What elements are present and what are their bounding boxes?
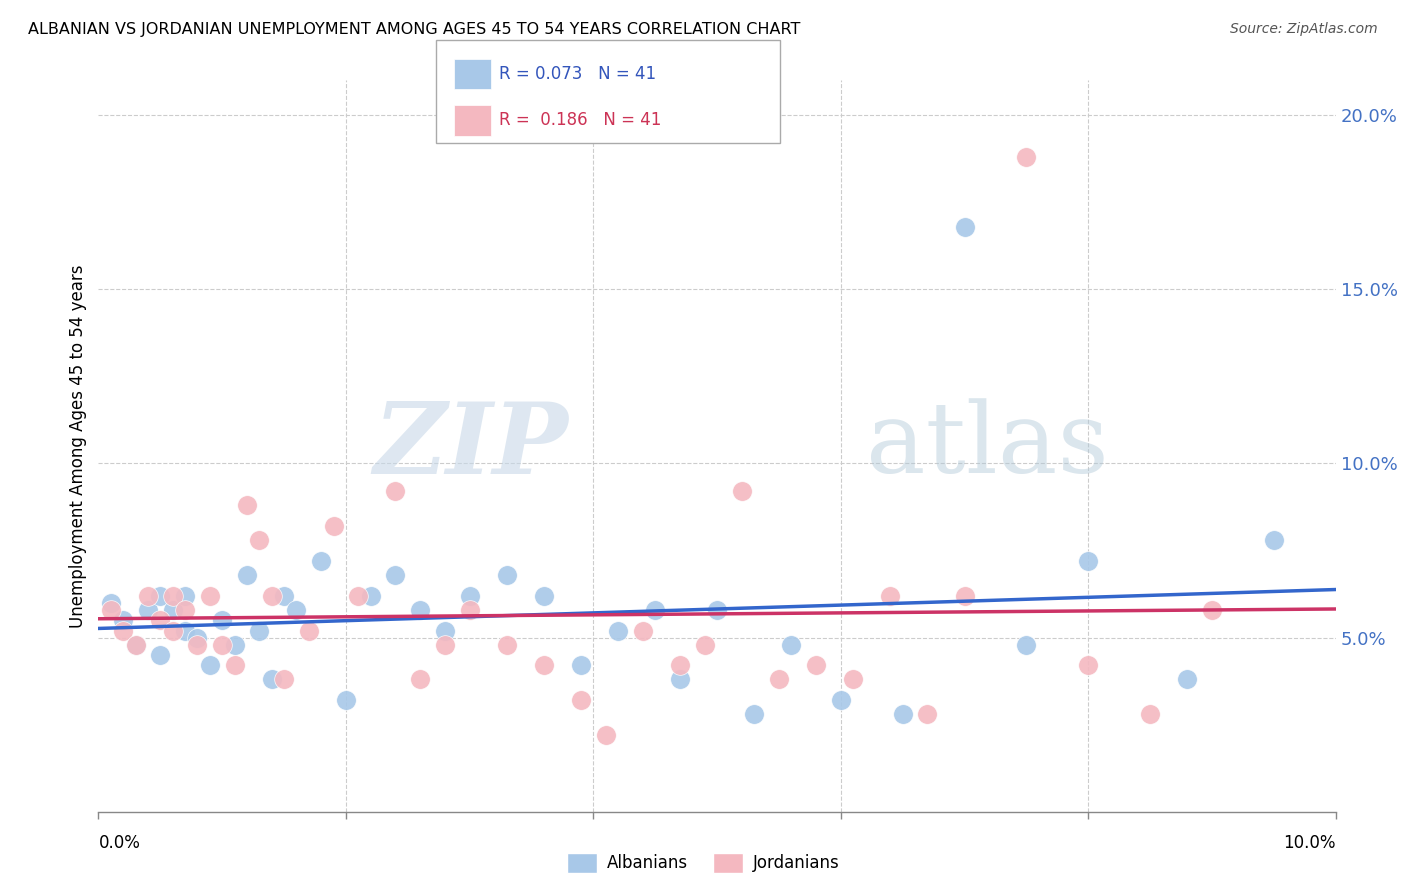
- Point: [569, 658, 592, 673]
- Text: 10.0%: 10.0%: [1284, 834, 1336, 852]
- Point: [495, 567, 517, 582]
- Point: [953, 219, 976, 234]
- Point: [693, 638, 716, 652]
- Point: [953, 589, 976, 603]
- Point: [360, 589, 382, 603]
- Legend: Albanians, Jordanians: Albanians, Jordanians: [560, 847, 846, 880]
- Point: [1015, 150, 1038, 164]
- Point: [224, 638, 246, 652]
- Text: R =  0.186   N = 41: R = 0.186 N = 41: [499, 112, 661, 129]
- Point: [409, 603, 432, 617]
- Point: [224, 658, 246, 673]
- Point: [607, 624, 630, 638]
- Point: [1077, 554, 1099, 568]
- Point: [198, 658, 221, 673]
- Point: [309, 554, 332, 568]
- Point: [149, 589, 172, 603]
- Point: [644, 603, 666, 617]
- Text: 0.0%: 0.0%: [98, 834, 141, 852]
- Point: [731, 484, 754, 499]
- Point: [285, 603, 308, 617]
- Point: [1015, 638, 1038, 652]
- Y-axis label: Unemployment Among Ages 45 to 54 years: Unemployment Among Ages 45 to 54 years: [69, 264, 87, 628]
- Point: [669, 658, 692, 673]
- Point: [569, 693, 592, 707]
- Point: [706, 603, 728, 617]
- Point: [236, 498, 259, 512]
- Point: [136, 589, 159, 603]
- Point: [1077, 658, 1099, 673]
- Point: [186, 631, 208, 645]
- Point: [433, 638, 456, 652]
- Point: [335, 693, 357, 707]
- Point: [433, 624, 456, 638]
- Point: [891, 707, 914, 722]
- Point: [533, 658, 555, 673]
- Point: [842, 673, 865, 687]
- Text: atlas: atlas: [866, 398, 1108, 494]
- Point: [495, 638, 517, 652]
- Text: ZIP: ZIP: [374, 398, 568, 494]
- Point: [830, 693, 852, 707]
- Point: [149, 613, 172, 627]
- Point: [1201, 603, 1223, 617]
- Point: [100, 596, 122, 610]
- Point: [211, 638, 233, 652]
- Point: [1175, 673, 1198, 687]
- Point: [174, 603, 197, 617]
- Point: [384, 484, 406, 499]
- Point: [149, 648, 172, 662]
- Point: [100, 603, 122, 617]
- Point: [298, 624, 321, 638]
- Point: [1263, 533, 1285, 547]
- Point: [162, 624, 184, 638]
- Point: [112, 613, 135, 627]
- Point: [247, 624, 270, 638]
- Point: [112, 624, 135, 638]
- Point: [533, 589, 555, 603]
- Point: [631, 624, 654, 638]
- Point: [136, 603, 159, 617]
- Point: [174, 589, 197, 603]
- Point: [162, 603, 184, 617]
- Point: [322, 519, 344, 533]
- Point: [260, 589, 283, 603]
- Point: [768, 673, 790, 687]
- Text: ALBANIAN VS JORDANIAN UNEMPLOYMENT AMONG AGES 45 TO 54 YEARS CORRELATION CHART: ALBANIAN VS JORDANIAN UNEMPLOYMENT AMONG…: [28, 22, 800, 37]
- Point: [742, 707, 765, 722]
- Point: [804, 658, 827, 673]
- Point: [174, 624, 197, 638]
- Point: [247, 533, 270, 547]
- Point: [124, 638, 146, 652]
- Point: [458, 589, 481, 603]
- Point: [273, 673, 295, 687]
- Point: [917, 707, 939, 722]
- Point: [1139, 707, 1161, 722]
- Point: [595, 728, 617, 742]
- Point: [879, 589, 901, 603]
- Point: [409, 673, 432, 687]
- Point: [124, 638, 146, 652]
- Point: [780, 638, 803, 652]
- Point: [198, 589, 221, 603]
- Point: [669, 673, 692, 687]
- Point: [260, 673, 283, 687]
- Point: [236, 567, 259, 582]
- Point: [347, 589, 370, 603]
- Point: [458, 603, 481, 617]
- Point: [162, 589, 184, 603]
- Point: [211, 613, 233, 627]
- Point: [186, 638, 208, 652]
- Text: Source: ZipAtlas.com: Source: ZipAtlas.com: [1230, 22, 1378, 37]
- Text: R = 0.073   N = 41: R = 0.073 N = 41: [499, 65, 657, 83]
- Point: [273, 589, 295, 603]
- Point: [384, 567, 406, 582]
